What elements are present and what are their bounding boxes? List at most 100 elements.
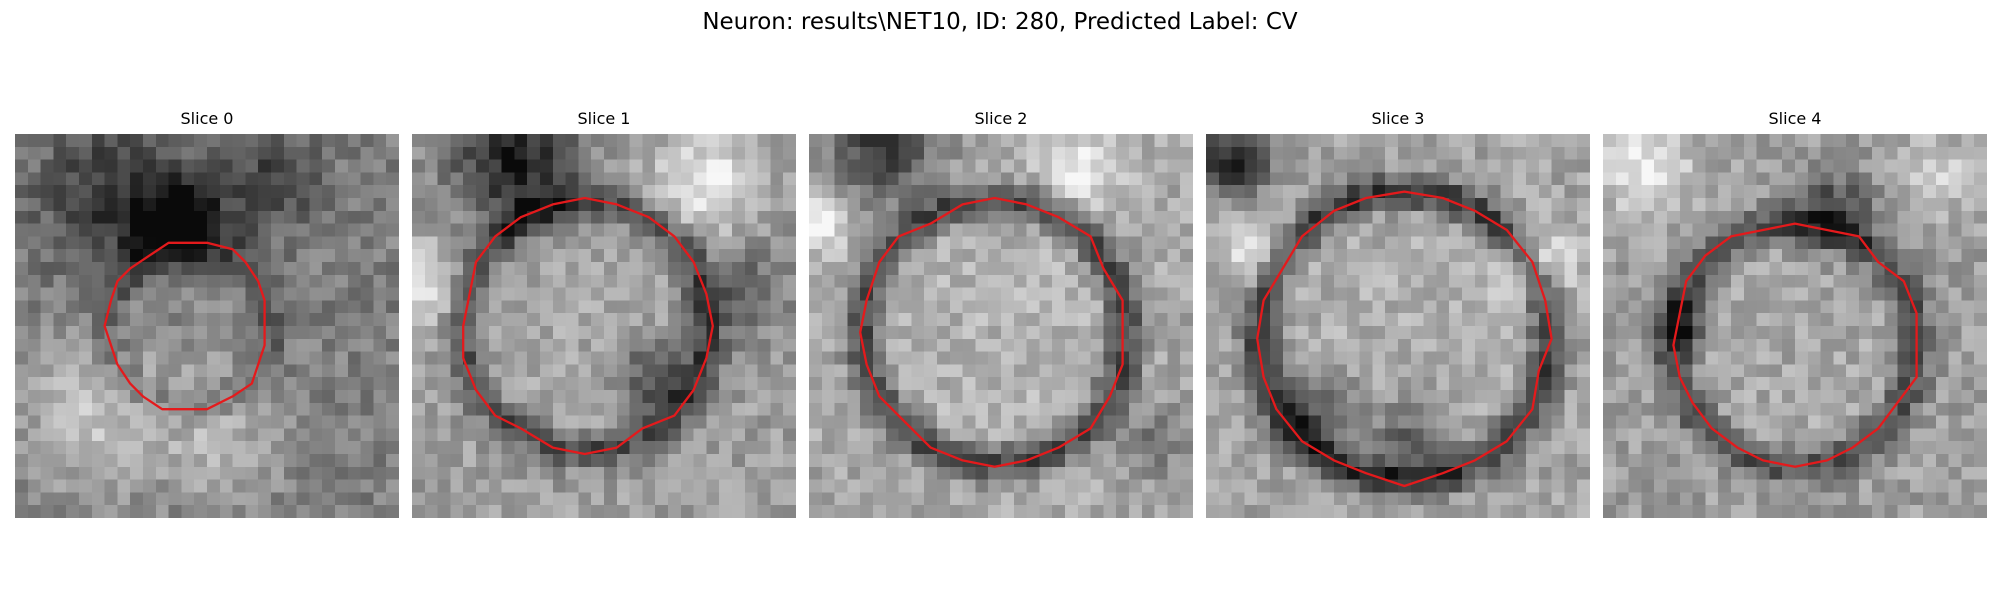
pixel-cell [437, 134, 451, 148]
pixel-cell [1295, 364, 1309, 378]
pixel-cell [1449, 210, 1463, 224]
pixel-cell [821, 402, 835, 416]
pixel-cell [744, 441, 758, 455]
pixel-cell [1859, 313, 1873, 327]
pixel-cell [1462, 364, 1476, 378]
pixel-cell [937, 249, 951, 263]
pixel-cell [412, 377, 426, 391]
pixel-cell [219, 441, 233, 455]
pixel-cell [91, 185, 105, 199]
pixel-cell [194, 326, 208, 340]
pixel-cell [1257, 262, 1271, 276]
pixel-cell [1820, 210, 1834, 224]
pixel-cell [1807, 172, 1821, 186]
pixel-cell [1974, 198, 1987, 212]
pixel-cell [1705, 223, 1719, 237]
pixel-cell [130, 454, 144, 468]
pixel-cell [1974, 415, 1987, 429]
pixel-cell [1180, 338, 1193, 352]
pixel-cell [1487, 428, 1501, 442]
pixel-cell [1039, 364, 1053, 378]
pixel-cell [1795, 402, 1809, 416]
pixel-cell [476, 134, 490, 148]
pixel-cell [1295, 210, 1309, 224]
pixel-cell [1718, 402, 1732, 416]
pixel-cell [616, 338, 630, 352]
pixel-cell [1935, 236, 1949, 250]
pixel-cell [309, 198, 323, 212]
pixel-cell [1308, 274, 1322, 288]
pixel-cell [194, 210, 208, 224]
pixel-cell [1218, 236, 1232, 250]
pixel-cell [1871, 223, 1885, 237]
pixel-cell [335, 134, 349, 148]
pixel-cell [783, 377, 796, 391]
pixel-cell [578, 377, 592, 391]
pixel-cell [1884, 223, 1898, 237]
pixel-cell [924, 313, 938, 327]
pixel-cell [1103, 415, 1117, 429]
pixel-cell [373, 338, 387, 352]
pixel-cell [1206, 287, 1220, 301]
pixel-cell [1129, 466, 1143, 480]
pixel-cell [1398, 326, 1412, 340]
pixel-cell [1244, 364, 1258, 378]
pixel-cell [1474, 236, 1488, 250]
pixel-cell [1769, 134, 1783, 148]
pixel-cell [1013, 236, 1027, 250]
pixel-cell [1308, 402, 1322, 416]
pixel-cell [1577, 428, 1590, 442]
pixel-cell [962, 236, 976, 250]
pixel-cell [1795, 210, 1809, 224]
pixel-cell [181, 492, 195, 506]
pixel-cell [1641, 364, 1655, 378]
pixel-cell [1129, 415, 1143, 429]
pixel-cell [616, 249, 630, 263]
pixel-cell [693, 134, 707, 148]
pixel-cell [1398, 441, 1412, 455]
pixel-cell [143, 313, 157, 327]
pixel-cell [1718, 428, 1732, 442]
pixel-cell [1500, 146, 1514, 160]
pixel-cell [79, 287, 93, 301]
pixel-cell [552, 402, 566, 416]
pixel-cell [1436, 479, 1450, 493]
pixel-cell [1615, 390, 1629, 404]
pixel-cell [53, 428, 67, 442]
pixel-cell [937, 236, 951, 250]
pixel-cell [1423, 479, 1437, 493]
pixel-cell [629, 505, 643, 518]
pixel-cell [1077, 492, 1091, 506]
pixel-cell [744, 492, 758, 506]
pixel-cell [1308, 146, 1322, 160]
pixel-cell [616, 377, 630, 391]
pixel-cell [1513, 441, 1527, 455]
pixel-cell [1820, 351, 1834, 365]
pixel-cell [1321, 415, 1335, 429]
pixel-cell [1923, 210, 1937, 224]
pixel-cell [1961, 274, 1975, 288]
pixel-cell [1526, 492, 1540, 506]
pixel-cell [450, 479, 464, 493]
pixel-cell [1846, 300, 1860, 314]
pixel-cell [258, 172, 272, 186]
pixel-cell [1923, 364, 1937, 378]
pixel-cell [1231, 185, 1245, 199]
pixel-cell [1743, 441, 1757, 455]
pixel-cell [706, 287, 720, 301]
pixel-cell [91, 466, 105, 480]
pixel-cell [1154, 466, 1168, 480]
pixel-cell [898, 210, 912, 224]
pixel-cell [1513, 172, 1527, 186]
pixel-cell [283, 185, 297, 199]
pixel-cell [860, 428, 874, 442]
pixel-cell [783, 428, 796, 442]
pixel-cell [642, 287, 656, 301]
pixel-cell [1603, 210, 1617, 224]
pixel-cell [1231, 287, 1245, 301]
pixel-cell [1436, 223, 1450, 237]
pixel-cell [834, 287, 848, 301]
pixel-cell [744, 198, 758, 212]
pixel-cell [1052, 492, 1066, 506]
pixel-cell [757, 377, 771, 391]
